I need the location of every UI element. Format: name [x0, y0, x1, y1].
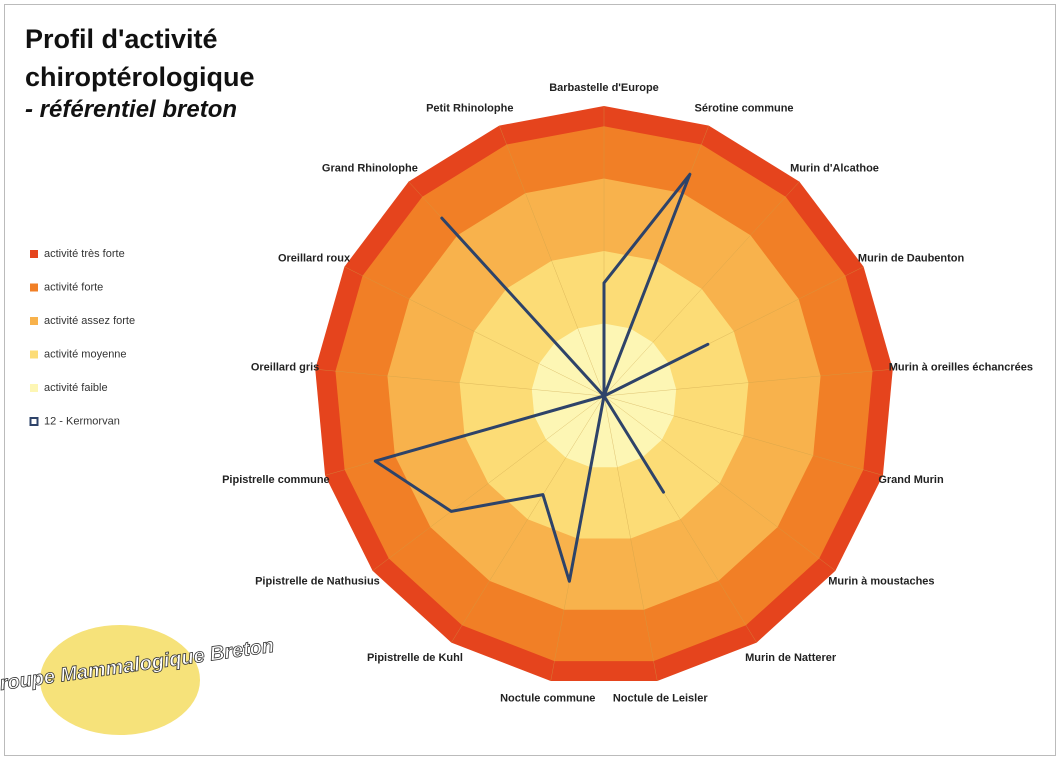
spoke — [603, 395, 883, 476]
category-label: Pipistrelle de Kuhl — [367, 652, 463, 664]
chart-subtitle: - référentiel breton — [25, 96, 238, 123]
category-label: Oreillard roux — [278, 253, 351, 265]
legend-swatch — [30, 250, 38, 258]
spoke — [603, 395, 658, 682]
category-label: Petit Rhinolophe — [426, 103, 513, 115]
legend: activité très forte activité forte activit… — [29, 248, 135, 427]
legend-label: activité assez forte — [44, 315, 135, 327]
legend-label: 12 - Kermorvan — [44, 415, 120, 427]
category-label: Pipistrelle commune — [222, 474, 330, 486]
chart-title: Profil d'activité chiroptérologique — [25, 24, 255, 92]
spoke — [603, 181, 800, 397]
spoke — [315, 368, 605, 397]
category-label: Noctule de Leisler — [613, 693, 708, 705]
category-label: Sérotine commune — [695, 103, 794, 115]
category-label: Noctule commune — [500, 693, 595, 705]
legend-swatch — [29, 417, 39, 426]
category-label: Oreillard gris — [251, 361, 319, 373]
category-label: Murin d'Alcathoe — [790, 162, 879, 174]
spoke — [372, 395, 605, 571]
logo: Groupe Mammalogique Breton — [0, 625, 276, 735]
legend-label: activité faible — [44, 382, 108, 394]
legend-swatch — [30, 350, 38, 359]
legend-label: activité forte — [44, 281, 103, 293]
category-label: Pipistrelle de Nathusius — [255, 576, 380, 588]
category-label: Grand Murin — [878, 474, 944, 486]
frame — [4, 4, 1056, 756]
spoke — [603, 368, 893, 397]
spoke — [603, 395, 836, 571]
legend-label: activité moyenne — [44, 348, 127, 360]
category-label: Barbastelle d'Europe — [549, 82, 659, 94]
legend-label: activité très forte — [44, 248, 125, 260]
category-label: Murin de Daubenton — [858, 253, 965, 265]
spoke — [344, 266, 605, 397]
category-label: Murin de Natterer — [745, 652, 837, 664]
series-line — [373, 172, 710, 583]
legend-swatch — [30, 283, 38, 292]
spoke — [499, 125, 605, 397]
spoke — [451, 395, 605, 643]
legend-swatch — [30, 384, 38, 392]
category-label: Murin à moustaches — [828, 576, 934, 588]
category-label: Murin à oreilles échancrées — [889, 361, 1033, 373]
category-label: Grand Rhinolophe — [322, 162, 418, 174]
legend-swatch — [30, 317, 38, 325]
